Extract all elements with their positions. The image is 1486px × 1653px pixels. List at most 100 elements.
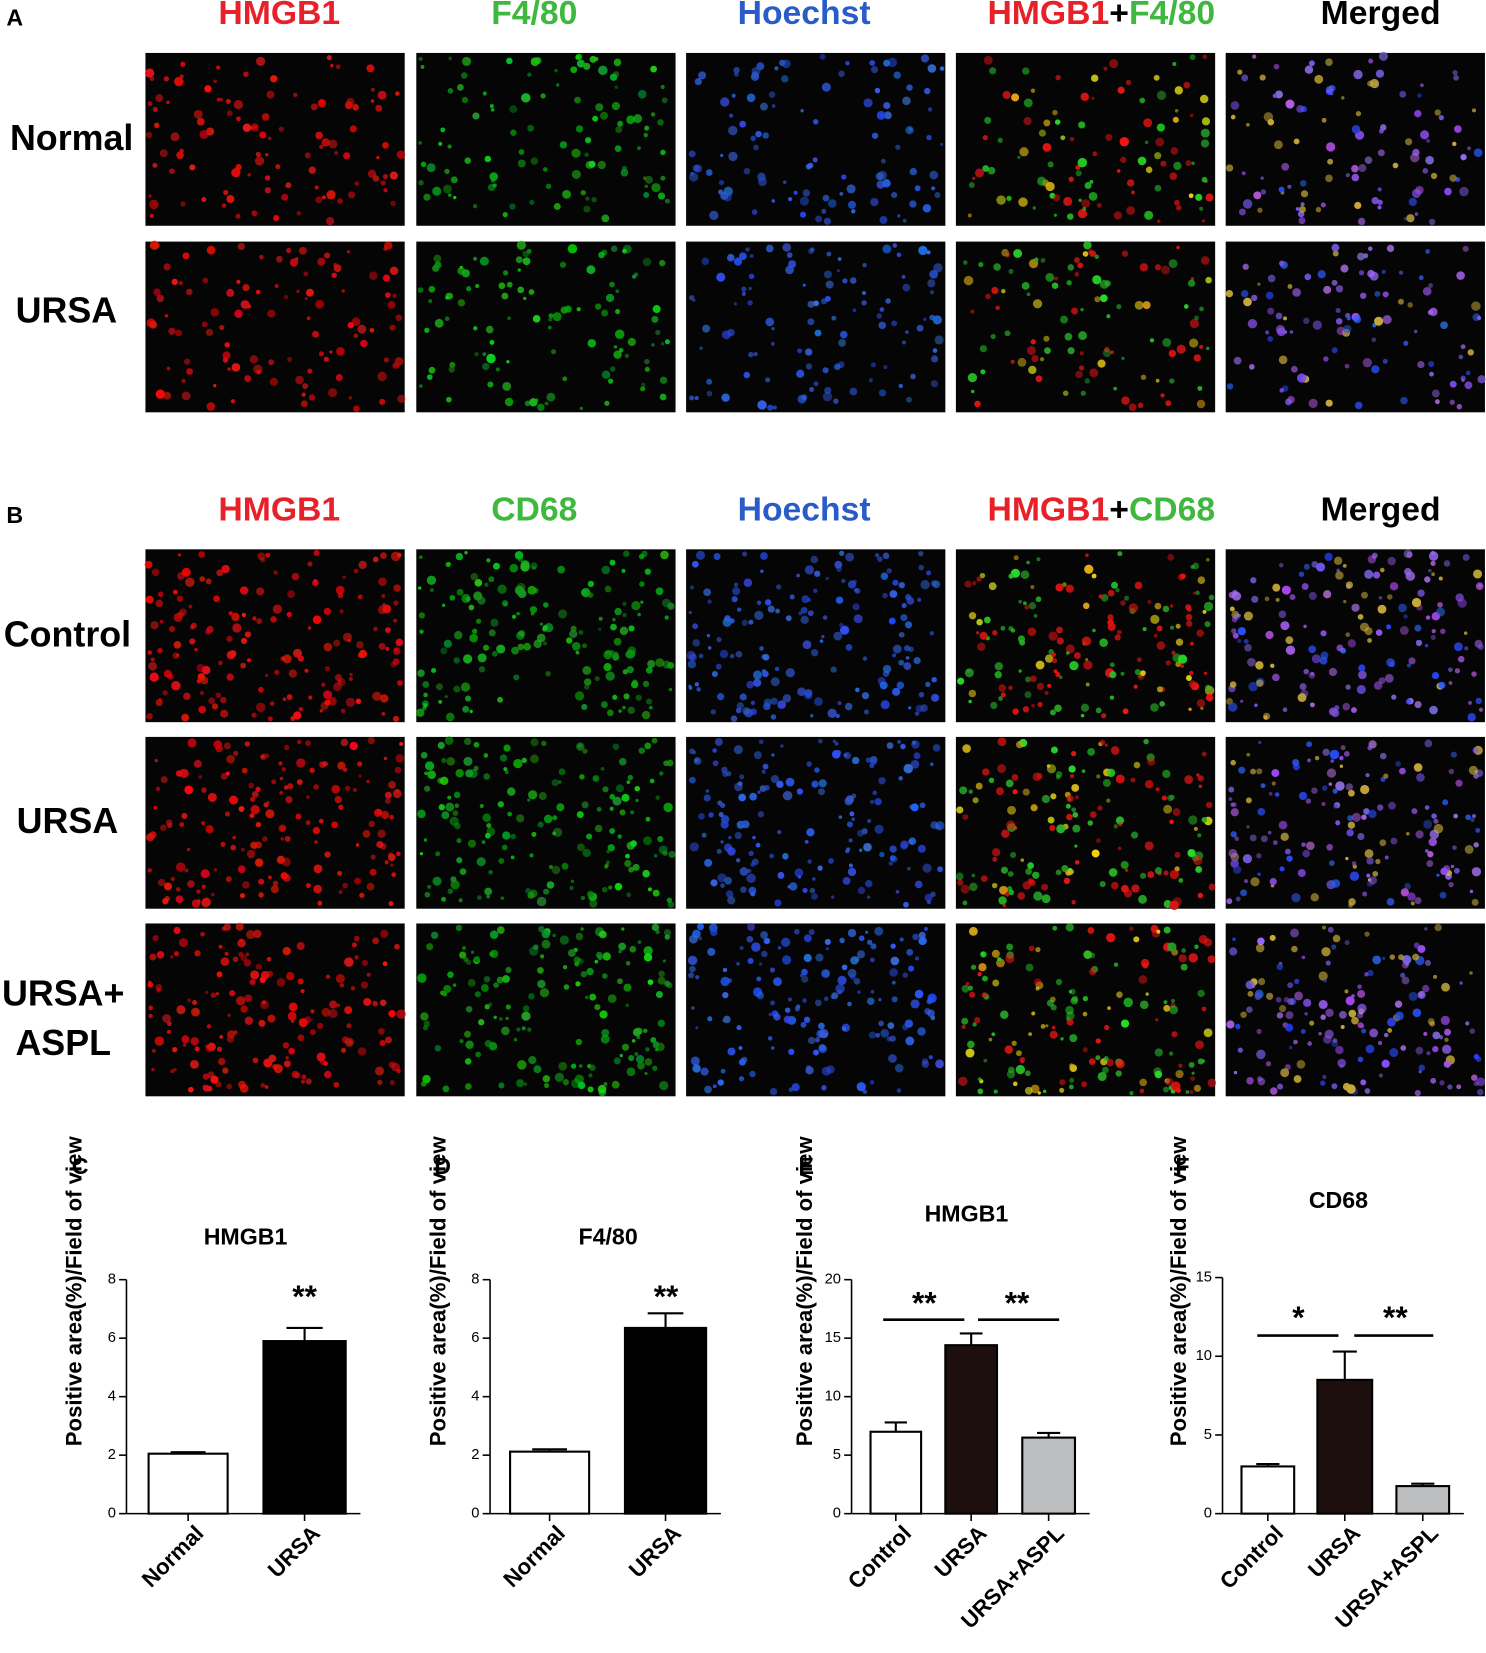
cell xyxy=(1052,925,1058,931)
cell xyxy=(1296,1059,1306,1069)
panel-label: A xyxy=(6,4,23,30)
cell xyxy=(833,398,839,404)
cell xyxy=(1170,625,1175,630)
cell xyxy=(537,979,546,989)
cell xyxy=(603,1082,608,1086)
cell xyxy=(198,551,206,558)
cell xyxy=(580,895,586,901)
cell xyxy=(1207,1078,1217,1088)
cell xyxy=(1420,83,1424,88)
cell xyxy=(514,585,525,596)
cell xyxy=(1377,187,1382,192)
cell xyxy=(993,263,1001,271)
cell xyxy=(1278,186,1285,193)
cell xyxy=(258,878,265,885)
cell xyxy=(517,268,521,272)
cell xyxy=(200,931,205,937)
cell xyxy=(464,157,471,164)
cell xyxy=(601,370,611,379)
cell xyxy=(1294,991,1304,1001)
cell xyxy=(1278,610,1287,619)
cell xyxy=(913,657,921,665)
cell xyxy=(1314,755,1320,761)
cell xyxy=(892,687,901,696)
cell xyxy=(598,1088,607,1097)
cell xyxy=(753,352,758,357)
cell xyxy=(707,646,712,650)
cell xyxy=(147,868,152,873)
cell xyxy=(992,979,1000,987)
cell xyxy=(574,96,581,104)
cell xyxy=(1339,764,1344,768)
cell xyxy=(467,839,477,848)
cell xyxy=(923,317,927,321)
cell xyxy=(868,378,873,383)
cell xyxy=(478,666,486,673)
cell xyxy=(766,599,770,604)
cell xyxy=(473,326,478,331)
cell xyxy=(1174,851,1181,859)
cell xyxy=(651,183,661,193)
cell xyxy=(1150,614,1160,625)
cell xyxy=(1230,808,1239,817)
cell xyxy=(1418,1064,1426,1072)
cell xyxy=(347,638,351,643)
cell xyxy=(770,714,777,720)
cell xyxy=(657,192,666,200)
cell xyxy=(1108,868,1118,877)
cell xyxy=(774,899,782,907)
cell xyxy=(1000,866,1009,874)
cell xyxy=(645,1047,650,1052)
cell xyxy=(1117,846,1122,851)
cell xyxy=(1440,628,1446,635)
cell xyxy=(340,708,346,714)
cell xyxy=(1042,142,1052,152)
cell xyxy=(712,1084,717,1089)
cell xyxy=(890,943,896,949)
cell xyxy=(635,694,642,701)
cell xyxy=(797,394,807,404)
cell xyxy=(172,1046,178,1053)
cell xyxy=(655,795,660,800)
cell xyxy=(741,291,746,296)
cell xyxy=(1474,639,1483,648)
cell xyxy=(1070,751,1077,757)
cell xyxy=(921,1060,930,1068)
cell xyxy=(162,690,168,696)
cell xyxy=(741,286,747,292)
cell xyxy=(1229,606,1235,612)
cell xyxy=(759,102,768,111)
cell xyxy=(1207,955,1216,964)
cell xyxy=(524,400,531,407)
cell xyxy=(382,961,388,967)
cell xyxy=(878,777,886,785)
cell xyxy=(727,1047,736,1056)
cell xyxy=(382,141,389,149)
cell xyxy=(1240,289,1249,298)
header-part: CD68 xyxy=(491,490,577,528)
cell xyxy=(1453,813,1458,819)
cell xyxy=(746,935,754,943)
micrograph xyxy=(1225,51,1485,226)
cell xyxy=(377,90,387,100)
cell xyxy=(800,606,808,614)
cell xyxy=(1366,873,1371,878)
cell xyxy=(689,748,695,755)
cell xyxy=(601,973,608,979)
cell xyxy=(1013,249,1023,258)
cell xyxy=(586,265,596,275)
cell xyxy=(645,666,653,674)
cell xyxy=(331,821,338,829)
cell xyxy=(155,599,164,608)
cell xyxy=(736,1025,742,1031)
cell xyxy=(1440,867,1448,876)
cell xyxy=(428,366,436,374)
cell xyxy=(194,950,201,957)
cell xyxy=(232,835,236,840)
cell xyxy=(501,844,508,851)
cell xyxy=(892,644,902,654)
cell xyxy=(1163,804,1173,814)
cell xyxy=(1428,283,1433,288)
cell xyxy=(509,563,519,573)
cell xyxy=(355,843,360,847)
